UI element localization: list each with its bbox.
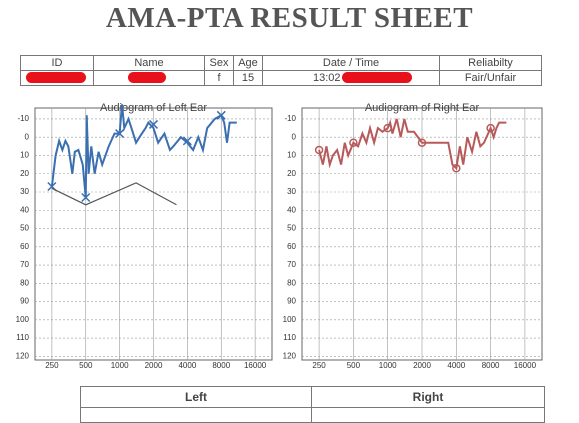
y-tick-label: 50 <box>287 224 296 233</box>
header-cell: Name <box>93 55 205 71</box>
marker <box>349 138 358 147</box>
y-tick-label: 120 <box>16 351 30 360</box>
marker <box>148 119 159 129</box>
marker <box>115 129 125 139</box>
x-tick-label: 1000 <box>111 361 129 370</box>
cell <box>311 407 545 423</box>
redaction <box>26 72 86 83</box>
y-tick-label: 60 <box>20 242 29 251</box>
y-tick-label: 120 <box>283 351 297 360</box>
marker <box>314 145 324 155</box>
cell: Fair/Unfair <box>439 70 542 86</box>
y-tick-label: 80 <box>287 278 296 287</box>
redaction <box>342 72 412 83</box>
x-tick-label: 4000 <box>447 361 465 370</box>
summary-table: Left Right <box>80 386 545 423</box>
x-tick-label: 8000 <box>482 361 500 370</box>
x-tick-label: 250 <box>312 361 326 370</box>
series-line <box>318 118 507 171</box>
redaction <box>128 72 166 83</box>
y-tick-label: 90 <box>287 297 296 306</box>
x-tick-label: 500 <box>79 361 93 370</box>
y-tick-label: 30 <box>20 187 29 196</box>
header-cell: Left <box>80 386 312 408</box>
marker <box>486 123 495 133</box>
marker <box>452 164 461 173</box>
series-line <box>51 182 177 206</box>
y-tick-label: 110 <box>16 333 29 342</box>
y-tick-label: 40 <box>20 205 29 214</box>
y-tick-label: 30 <box>287 187 296 196</box>
sheet-title: AMA-PTA RESULT SHEET <box>105 2 474 34</box>
cell: 15 <box>233 70 263 86</box>
chart-title: Audiogram of Right Ear <box>365 102 480 114</box>
y-tick-label: 60 <box>287 242 296 251</box>
header-cell: Right <box>311 386 545 408</box>
x-tick-label: 1000 <box>379 361 397 370</box>
x-tick-label: 2000 <box>145 361 163 370</box>
y-tick-label: 40 <box>287 205 296 214</box>
x-tick-label: 500 <box>347 361 361 370</box>
y-tick-label: 0 <box>292 132 297 141</box>
y-tick-label: 20 <box>20 169 29 178</box>
x-tick-label: 16000 <box>244 361 267 370</box>
y-tick-label: 20 <box>287 169 296 178</box>
x-tick-label: 2000 <box>413 361 431 370</box>
marker <box>182 136 192 146</box>
x-tick-label: 4000 <box>178 361 196 370</box>
y-tick-label: 110 <box>283 333 296 342</box>
y-tick-label: 70 <box>287 260 296 269</box>
y-tick-label: -10 <box>17 114 29 123</box>
y-tick-label: 100 <box>16 315 30 324</box>
marker <box>216 110 226 120</box>
y-tick-label: 70 <box>20 260 29 269</box>
marker <box>383 123 392 133</box>
y-tick-label: -10 <box>284 114 296 123</box>
y-tick-label: 100 <box>283 315 297 324</box>
marker <box>81 192 91 203</box>
y-tick-label: 90 <box>20 297 29 306</box>
y-tick-label: 80 <box>20 278 29 287</box>
charts: Audiogram of Left Ear -10 0 10 20 30 40 50 60 70 8… <box>16 102 543 370</box>
y-tick-label: 10 <box>287 151 296 160</box>
x-tick-label: 250 <box>45 361 59 370</box>
marker <box>417 138 427 147</box>
y-tick-label: 10 <box>20 151 29 160</box>
series-line <box>50 104 237 198</box>
header-cell: Reliabilty <box>439 55 542 71</box>
y-tick-label: 50 <box>20 224 29 233</box>
x-tick-label: 16000 <box>514 361 537 370</box>
cell <box>80 407 312 423</box>
page: AMA-PTA RESULT SHEET ID Name Sex Age Dat… <box>15 2 545 423</box>
cell: f <box>204 70 234 86</box>
y-tick-label: 0 <box>25 132 30 141</box>
chart-title: Audiogram of Left Ear <box>100 102 207 114</box>
x-tick-label: 8000 <box>212 361 230 370</box>
info-table: ID Name Sex Age Date / Time Reliabilty f… <box>20 55 542 86</box>
